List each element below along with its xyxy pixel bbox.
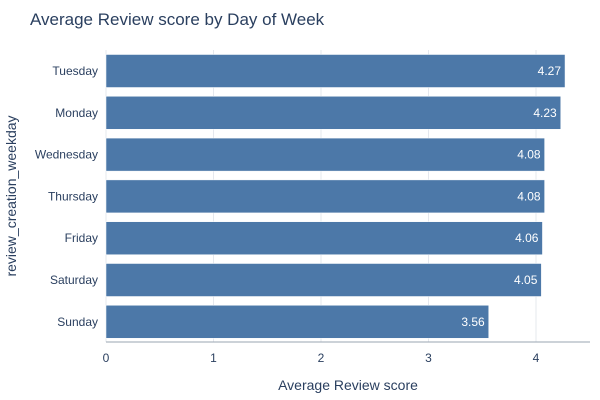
y-tick-label: Tuesday (52, 64, 98, 78)
x-axis-title: Average Review score (278, 377, 418, 393)
bar-wednesday (105, 137, 545, 172)
x-tick-label: 1 (210, 351, 217, 365)
y-tick-labels: Tuesday Monday Wednesday Thursday Friday Satu… (35, 64, 98, 329)
y-tick-label: Wednesday (35, 148, 98, 162)
bar-tuesday (105, 54, 566, 88)
chart-title: Average Review score by Day of Week (30, 10, 325, 29)
x-tick-label: 2 (318, 351, 325, 365)
bar-value-label: 4.06 (515, 231, 539, 245)
bar-value-label: 3.56 (461, 315, 485, 329)
bar-value-label: 4.27 (538, 64, 562, 78)
bar-value-label: 4.23 (533, 106, 557, 120)
bar-monday (105, 96, 561, 130)
bar-value-label: 4.08 (517, 189, 541, 203)
bar-thursday (105, 179, 545, 214)
bar-value-label: 4.05 (514, 273, 538, 287)
y-tick-label: Saturday (50, 273, 98, 287)
y-tick-label: Thursday (48, 189, 98, 203)
x-tick-label: 3 (425, 351, 432, 365)
y-axis-title: review_creation_weekday (3, 115, 19, 276)
bar-sunday (105, 305, 489, 339)
x-tick-labels: 0 1 2 3 4 (103, 351, 540, 365)
bar-saturday (105, 263, 542, 297)
bar-value-label: 4.08 (517, 148, 541, 162)
bar-friday (105, 221, 543, 255)
y-tick-label: Sunday (57, 315, 98, 329)
x-tick-label: 4 (533, 351, 540, 365)
x-tick-label: 0 (103, 351, 110, 365)
y-tick-label: Monday (55, 106, 98, 120)
y-tick-label: Friday (65, 231, 98, 245)
bars: 4.27 4.23 4.08 4.08 4.06 4.05 3.56 (105, 54, 566, 339)
